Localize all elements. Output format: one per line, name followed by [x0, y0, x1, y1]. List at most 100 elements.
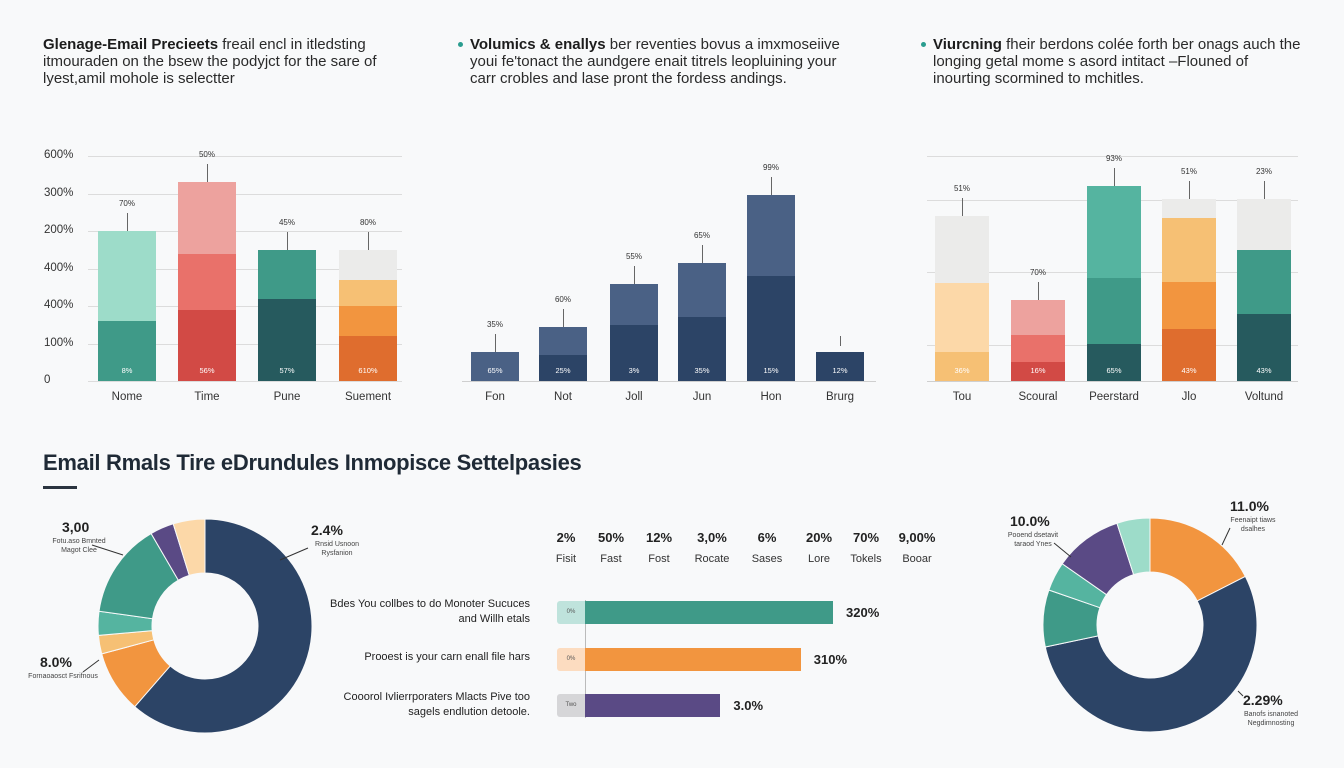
- gridline: [88, 343, 402, 345]
- title-underline: [43, 486, 77, 489]
- section-title: Email Rmals Tire eDrundules Inmopisce Se…: [43, 450, 582, 475]
- leader-line: [771, 177, 772, 196]
- donut-sub-label: Rnsid Usnoon Rysfanion: [315, 541, 359, 557]
- intro-title: Volumics & enallys: [470, 36, 606, 53]
- donut-slice: [1116, 517, 1151, 576]
- gridline: [88, 306, 402, 307]
- donut-slice: [134, 518, 313, 734]
- donut-sub-label: Pooend dsetavit taraod Ynes: [1007, 532, 1059, 548]
- bar-value-label: 310%: [813, 652, 847, 667]
- stat-label: Tokels: [850, 553, 882, 565]
- y-tick-label: 400%: [44, 299, 74, 311]
- bar-top-label: 99%: [762, 163, 779, 173]
- leader-line: [840, 336, 841, 347]
- bar-label: Bdes You collbes to do Monoter Sucuces a…: [330, 598, 530, 625]
- bar-segment: [339, 279, 397, 306]
- donut-sub-label: Fornaoaosct Fsrifnous: [28, 673, 98, 680]
- leader-line: [1237, 690, 1244, 697]
- x-tick-label: Time: [194, 391, 220, 403]
- bar-stub: 0%: [557, 648, 585, 671]
- bar-bottom-label: 57%: [279, 366, 295, 375]
- bar-value-label: 320%: [846, 605, 880, 620]
- bar-top-label: 35%: [486, 320, 503, 330]
- stat-label: Lore: [807, 553, 831, 565]
- intro-3: Viurcning fheir berdons colée forth ber …: [921, 36, 1303, 87]
- bar-segment: [98, 321, 156, 381]
- stat-label: Fisit: [555, 553, 577, 565]
- y-tick-label: 400%: [44, 261, 74, 274]
- gridline: [88, 381, 402, 382]
- intro-text: ber reventies bovus a imxmoseiive youi f…: [470, 36, 840, 87]
- intro-1: Glenage-Email Precieets freail encl in i…: [43, 36, 403, 87]
- x-tick-label: Nome: [111, 391, 143, 403]
- bar-segment: [935, 215, 989, 284]
- stat-value: 3,0%: [697, 530, 727, 545]
- baseline: [927, 381, 1298, 382]
- x-tick-label: Voltund: [1244, 391, 1284, 403]
- bar-segment: [1087, 343, 1141, 381]
- donut-value-label: 2.4%: [311, 522, 343, 538]
- gridline: [88, 268, 402, 270]
- intro-2: Volumics & enallys ber reventies bovus a…: [458, 36, 860, 87]
- bar-bottom-label: 15%: [763, 366, 779, 375]
- bar-bottom-label: 43%: [1256, 366, 1272, 375]
- stat-label: Sases: [751, 553, 783, 565]
- leader-line: [495, 334, 496, 353]
- bar-segment: [1162, 217, 1216, 282]
- bar-segment: [1087, 186, 1141, 278]
- bar-top-label: 80%: [359, 217, 376, 227]
- bar-segment: [539, 326, 587, 355]
- bar-segment: [178, 253, 236, 310]
- donut-slice: [1044, 575, 1258, 733]
- bar-segment: [610, 324, 658, 381]
- bar-segment: [935, 283, 989, 353]
- bar-segment: [1237, 249, 1291, 314]
- bar-top-label: 93%: [1105, 154, 1122, 164]
- leader-line: [1264, 181, 1265, 200]
- bar-top-label: 51%: [953, 183, 970, 193]
- baseline: [462, 381, 876, 382]
- leader-line: [207, 164, 208, 183]
- bar-stub: Two: [557, 694, 585, 717]
- bar-segment: [747, 276, 795, 381]
- intro-text: freail encl in itledsting itmouraden on …: [43, 36, 377, 87]
- bar-segment: [1162, 328, 1216, 381]
- bullet-icon: [458, 42, 463, 47]
- bar-stub: 0%: [557, 601, 585, 624]
- bar-bottom-label: 16%: [1030, 366, 1046, 375]
- stat-value: 6%: [757, 530, 777, 545]
- bar-segment: [1237, 199, 1291, 250]
- bar-segment: [1011, 300, 1065, 336]
- x-tick-label: Jlo: [1181, 391, 1197, 403]
- bar-fill: [585, 694, 721, 717]
- intro-text: fheir berdons colée forth ber onags auch…: [933, 36, 1301, 87]
- bar-bottom-label: 35%: [694, 366, 710, 375]
- donut-slice: [172, 518, 206, 577]
- stat-label: Fast: [600, 553, 622, 565]
- gridline: [88, 193, 402, 195]
- bar-bottom-label: 43%: [1181, 366, 1197, 375]
- bar-segment: [1087, 277, 1141, 344]
- bar-top-label: 50%: [198, 150, 215, 160]
- gridline: [88, 231, 402, 232]
- bar-top-label: 70%: [1029, 268, 1046, 278]
- bar-bottom-label: 8%: [121, 366, 133, 375]
- leader-line: [287, 231, 288, 250]
- donut-value-label: 10.0%: [1010, 513, 1050, 529]
- bar-segment: [178, 309, 236, 381]
- gridline: [88, 156, 402, 157]
- stat-value: 50%: [597, 530, 625, 545]
- stat-value: 70%: [852, 530, 880, 545]
- x-tick-label: Peerstard: [1089, 391, 1139, 403]
- y-tick-label: 0: [44, 374, 51, 386]
- intro-title: Viurcning: [933, 36, 1002, 53]
- bar-segment: [339, 336, 397, 381]
- bar-bottom-label: 610%: [358, 366, 378, 375]
- x-tick-label: Hon: [760, 391, 782, 403]
- bar-segment: [1237, 313, 1291, 381]
- donut-sub-label: Banofs isnanoted Negdimnosting: [1243, 711, 1299, 727]
- leader-line: [1038, 282, 1039, 301]
- gridline: [927, 156, 1298, 157]
